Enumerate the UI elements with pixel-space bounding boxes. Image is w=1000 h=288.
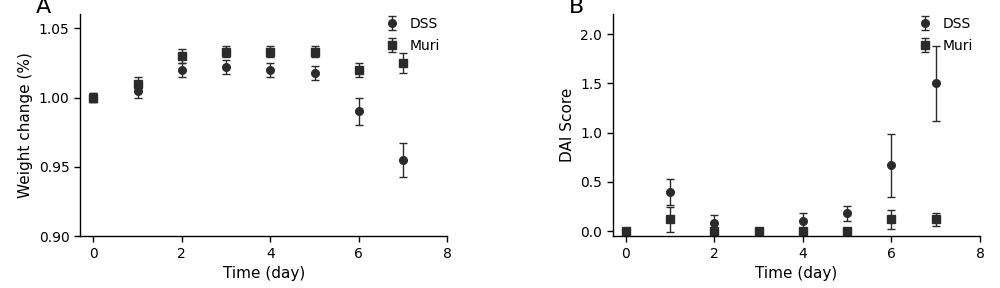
Y-axis label: DAI Score: DAI Score <box>560 88 575 162</box>
Text: A: A <box>36 0 51 17</box>
Y-axis label: Weight change (%): Weight change (%) <box>18 52 33 198</box>
Legend: DSS, Muri: DSS, Muri <box>379 17 440 53</box>
X-axis label: Time (day): Time (day) <box>755 266 837 281</box>
X-axis label: Time (day): Time (day) <box>223 266 305 281</box>
Text: B: B <box>569 0 584 17</box>
Legend: DSS, Muri: DSS, Muri <box>912 17 973 53</box>
